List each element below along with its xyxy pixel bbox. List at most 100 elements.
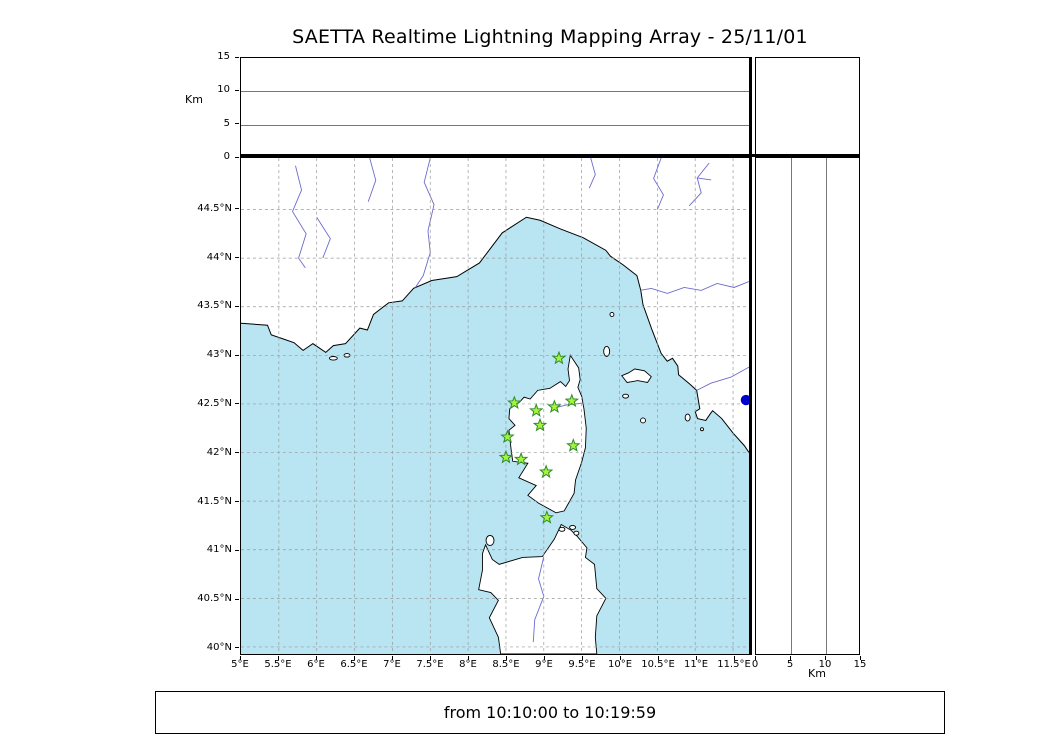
lat-tick-mark	[235, 208, 239, 210]
alt-tick-label: 0	[223, 151, 230, 162]
station-star-marker	[538, 464, 554, 479]
thick-horizontal-separator	[240, 154, 860, 157]
alt-tick-mark	[235, 89, 239, 91]
altitude-axis-label-bottom: Km	[808, 667, 826, 680]
time-range-text: from 10:10:00 to 10:19:59	[443, 703, 657, 722]
alt-tick-mark	[235, 156, 239, 158]
lat-tick-mark	[235, 354, 239, 356]
lat-tick-label: 42°N	[206, 446, 232, 458]
lon-tick-mark	[543, 656, 545, 660]
lon-tick-label: 7°E	[383, 659, 401, 670]
river	[291, 165, 307, 269]
lon-tick-mark	[581, 656, 583, 660]
altitude-axis-label-left: Km	[185, 93, 203, 106]
lon-tick-mark	[429, 656, 431, 660]
island	[569, 524, 577, 530]
lat-tick-label: 44°N	[206, 251, 232, 263]
lat-tick-label: 41°N	[206, 544, 232, 556]
lon-tick-label: 11°E	[683, 659, 709, 670]
lon-tick-label: 11.5°E	[717, 659, 751, 670]
lon-tick-mark	[733, 656, 735, 660]
altitude-gridline	[826, 158, 827, 654]
lon-tick-label: 9°E	[535, 659, 553, 670]
rivers	[291, 158, 749, 643]
island	[684, 413, 691, 422]
station-star-marker	[529, 403, 544, 417]
station-star-marker	[532, 417, 548, 432]
page-title: SAETTA Realtime Lightning Mapping Array …	[292, 26, 808, 48]
status-bar: from 10:10:00 to 10:19:59	[155, 691, 945, 734]
station-star-marker	[539, 510, 555, 524]
alt-tick-mark	[235, 123, 239, 125]
lat-tick-mark	[235, 257, 239, 259]
lon-tick-mark	[353, 656, 355, 660]
map-gridlines	[241, 158, 749, 654]
altitude-longitude-panel	[240, 57, 750, 157]
lon-tick-mark	[695, 656, 697, 660]
sea	[241, 217, 749, 654]
event-markers	[740, 394, 749, 406]
lon-tick-label: 6.5°E	[340, 659, 368, 670]
corner-panel	[755, 57, 860, 157]
lon-tick-label: 10°E	[607, 659, 633, 670]
alt-tick-label: 15	[217, 51, 230, 62]
lat-tick-label: 42.5°N	[197, 397, 232, 409]
altitude-gridline	[241, 91, 749, 93]
altitude-latitude-panel	[755, 157, 860, 655]
lon-tick-mark	[657, 656, 659, 660]
station-star-marker	[547, 399, 562, 414]
lon-tick-label: 5.5°E	[264, 659, 292, 670]
km-tick-mark	[824, 656, 826, 660]
lat-tick-label: 40°N	[206, 641, 232, 653]
lat-tick-label: 43°N	[206, 349, 232, 361]
river	[696, 366, 749, 391]
lon-tick-label: 5°E	[231, 659, 249, 670]
station-star-marker	[564, 393, 580, 408]
island	[328, 356, 338, 361]
river	[316, 217, 331, 259]
thick-vertical-separator	[749, 57, 752, 655]
station-star-marker	[566, 438, 581, 452]
river	[367, 158, 377, 202]
station-star-marker	[551, 350, 567, 365]
lat-tick-mark	[235, 501, 239, 503]
lat-tick-label: 40.5°N	[197, 593, 232, 605]
km-tick-mark	[859, 656, 861, 660]
lon-tick-mark	[315, 656, 317, 660]
lat-tick-mark	[235, 305, 239, 307]
lat-tick-mark	[235, 598, 239, 600]
station-star-marker	[507, 395, 522, 410]
station-star-marker	[513, 451, 529, 466]
station-star-marker	[498, 449, 514, 464]
lon-tick-mark	[505, 656, 507, 660]
altitude-gridline	[791, 158, 792, 654]
km-tick-label: 0	[751, 659, 759, 670]
island	[609, 312, 615, 317]
alt-tick-mark	[235, 56, 239, 58]
km-tick-label: 15	[853, 659, 867, 670]
island	[603, 345, 611, 357]
map-panel	[240, 157, 750, 655]
lon-tick-label: 8°E	[459, 659, 477, 670]
island	[558, 526, 566, 532]
elba-island	[621, 368, 652, 383]
river	[414, 158, 435, 288]
lon-tick-mark	[239, 656, 241, 660]
alt-tick-label: 5	[223, 117, 230, 129]
lon-tick-label: 7.5°E	[416, 659, 444, 670]
lon-tick-label: 6°E	[307, 659, 325, 670]
lat-tick-mark	[235, 647, 239, 649]
lon-tick-mark	[467, 656, 469, 660]
lon-tick-label: 9.5°E	[568, 659, 596, 670]
lon-tick-label: 8.5°E	[492, 659, 520, 670]
lon-tick-mark	[277, 656, 279, 660]
lon-tick-mark	[391, 656, 393, 660]
small-islands	[328, 312, 704, 546]
island	[573, 530, 580, 536]
river	[588, 158, 596, 189]
km-tick-mark	[789, 656, 791, 660]
island	[640, 417, 646, 424]
river	[653, 158, 664, 210]
island	[485, 535, 495, 546]
